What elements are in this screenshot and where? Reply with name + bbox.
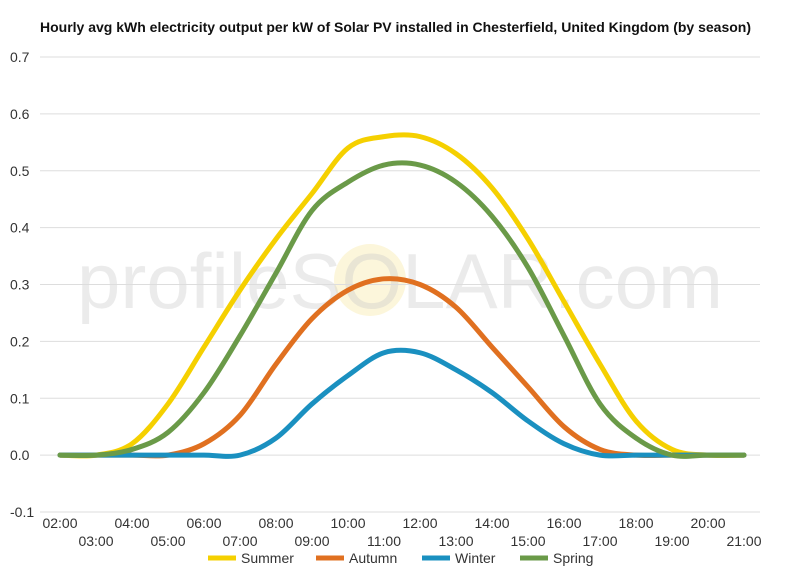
legend-label: Autumn — [349, 550, 397, 566]
legend-item-spring: Spring — [520, 550, 593, 566]
x-tick-label: 02:00 — [42, 515, 77, 531]
series-line-summer — [57, 132, 747, 459]
y-tick-label: 0.3 — [10, 277, 30, 293]
x-tick-label: 13:00 — [438, 533, 473, 549]
x-tick-label: 03:00 — [78, 533, 113, 549]
legend-label: Spring — [553, 550, 593, 566]
y-tick-label: 0.4 — [10, 220, 30, 236]
grid — [40, 56, 760, 513]
x-tick-label: 12:00 — [402, 515, 437, 531]
x-tick-label: 18:00 — [618, 515, 653, 531]
x-tick-label: 04:00 — [114, 515, 149, 531]
legend-item-winter: Winter — [422, 550, 496, 566]
x-tick-label: 19:00 — [654, 533, 689, 549]
x-tick-label: 16:00 — [546, 515, 581, 531]
y-axis: -0.1 0.0 0.1 0.2 0.3 0.4 0.5 0.6 0.7 — [10, 49, 34, 520]
x-tick-label: 10:00 — [330, 515, 365, 531]
x-tick-label: 07:00 — [222, 533, 257, 549]
x-tick-label: 05:00 — [150, 533, 185, 549]
y-tick-label: 0.7 — [10, 49, 30, 65]
y-tick-label: 0.6 — [10, 106, 30, 122]
y-tick-label: 0.5 — [10, 163, 30, 179]
legend-item-summer: Summer — [208, 550, 294, 566]
y-tick-label: 0.2 — [10, 333, 30, 349]
series-line-spring — [57, 160, 747, 459]
x-tick-label: 20:00 — [690, 515, 725, 531]
x-tick-label: 09:00 — [294, 533, 329, 549]
y-tick-label: 0.1 — [10, 390, 30, 406]
x-tick-label: 14:00 — [474, 515, 509, 531]
x-tick-label: 11:00 — [367, 533, 401, 549]
x-tick-label: 21:00 — [726, 533, 761, 549]
legend: Summer Autumn Winter Spring — [208, 550, 593, 566]
x-tick-label: 15:00 — [510, 533, 545, 549]
chart-title: Hourly avg kWh electricity output per kW… — [40, 19, 751, 35]
x-tick-label: 17:00 — [582, 533, 617, 549]
y-tick-label: -0.1 — [10, 504, 34, 520]
legend-label: Winter — [455, 550, 496, 566]
y-tick-label: 0.0 — [10, 447, 30, 463]
legend-item-autumn: Autumn — [316, 550, 397, 566]
series-lines — [57, 132, 747, 459]
x-tick-label: 06:00 — [186, 515, 221, 531]
legend-label: Summer — [241, 550, 294, 566]
series-line-winter — [57, 347, 747, 459]
x-axis: 02:0003:0004:0005:0006:0007:0008:0009:00… — [42, 515, 761, 549]
x-tick-label: 08:00 — [258, 515, 293, 531]
